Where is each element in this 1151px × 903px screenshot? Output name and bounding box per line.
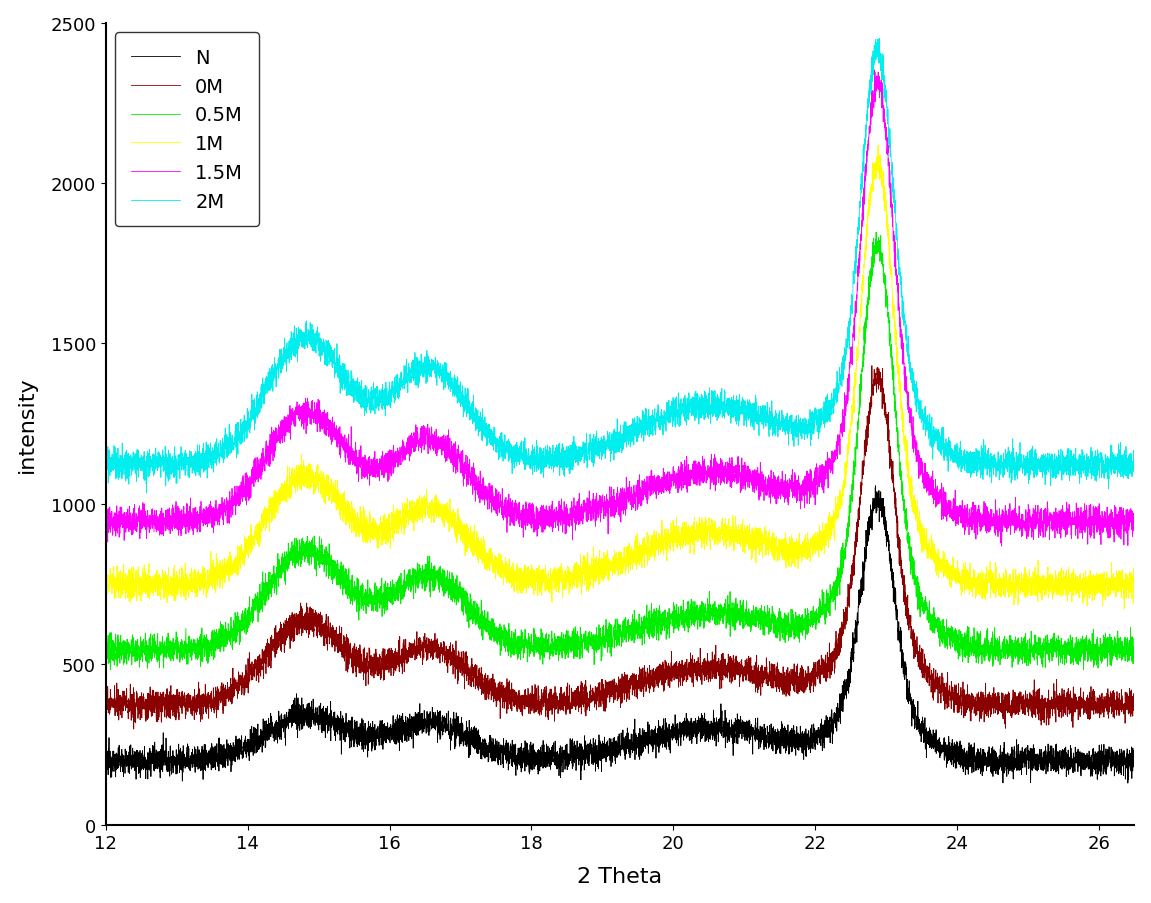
- 2M: [368, 384, 382, 395]
- N: [1128, 753, 1142, 764]
- N: [368, 730, 382, 740]
- 0.5M: [487, 628, 501, 638]
- 1M: [99, 590, 113, 600]
- 1M: [1118, 604, 1131, 615]
- 0M: [127, 724, 140, 735]
- 2M: [795, 421, 809, 432]
- 2M: [99, 454, 113, 465]
- N: [1121, 777, 1135, 788]
- 2M: [597, 431, 611, 442]
- 1.5M: [153, 530, 167, 541]
- 0M: [368, 669, 382, 680]
- 0.5M: [1128, 652, 1142, 663]
- Legend: N, 0M, 0.5M, 1M, 1.5M, 2M: N, 0M, 0.5M, 1M, 1.5M, 2M: [115, 33, 259, 227]
- 0.5M: [368, 598, 382, 609]
- 2M: [487, 433, 501, 444]
- 0M: [597, 687, 611, 698]
- 0.5M: [508, 638, 521, 649]
- N: [153, 762, 167, 773]
- 1.5M: [994, 541, 1008, 552]
- 2M: [872, 33, 886, 44]
- 2M: [139, 489, 153, 499]
- 1M: [871, 141, 885, 152]
- 0.5M: [869, 228, 883, 238]
- Y-axis label: intensity: intensity: [16, 376, 37, 472]
- 1.5M: [487, 501, 501, 512]
- 0.5M: [153, 643, 167, 654]
- 2M: [153, 461, 167, 471]
- 0M: [795, 660, 809, 671]
- X-axis label: 2 Theta: 2 Theta: [578, 866, 663, 887]
- N: [99, 757, 113, 768]
- 0.5M: [104, 665, 117, 675]
- 0M: [153, 703, 167, 714]
- 1M: [153, 581, 167, 591]
- Line: 0M: 0M: [106, 367, 1135, 730]
- 1.5M: [794, 490, 808, 501]
- 0M: [487, 684, 501, 695]
- 0.5M: [795, 622, 809, 633]
- Line: 1.5M: 1.5M: [106, 70, 1135, 546]
- 1.5M: [868, 65, 882, 76]
- N: [487, 755, 501, 766]
- 0M: [864, 361, 878, 372]
- 1.5M: [368, 464, 382, 475]
- 1.5M: [99, 523, 113, 534]
- 0M: [99, 693, 113, 703]
- 0M: [508, 685, 521, 696]
- 1M: [794, 544, 808, 554]
- 1M: [1128, 569, 1142, 580]
- Line: 2M: 2M: [106, 39, 1135, 494]
- N: [794, 734, 808, 745]
- 1M: [597, 561, 611, 572]
- 1M: [508, 577, 521, 588]
- 2M: [1128, 461, 1142, 472]
- 0M: [1128, 692, 1142, 703]
- N: [508, 752, 521, 763]
- 2M: [508, 454, 521, 465]
- Line: 1M: 1M: [106, 146, 1135, 610]
- 1.5M: [597, 514, 611, 525]
- 0.5M: [597, 636, 611, 647]
- 1.5M: [1128, 528, 1142, 539]
- 0.5M: [99, 645, 113, 656]
- Line: 0.5M: 0.5M: [106, 233, 1135, 670]
- N: [597, 740, 611, 750]
- 1.5M: [508, 521, 521, 532]
- 1M: [368, 533, 382, 544]
- N: [869, 480, 883, 491]
- Line: N: N: [106, 486, 1135, 783]
- 1M: [487, 566, 501, 577]
